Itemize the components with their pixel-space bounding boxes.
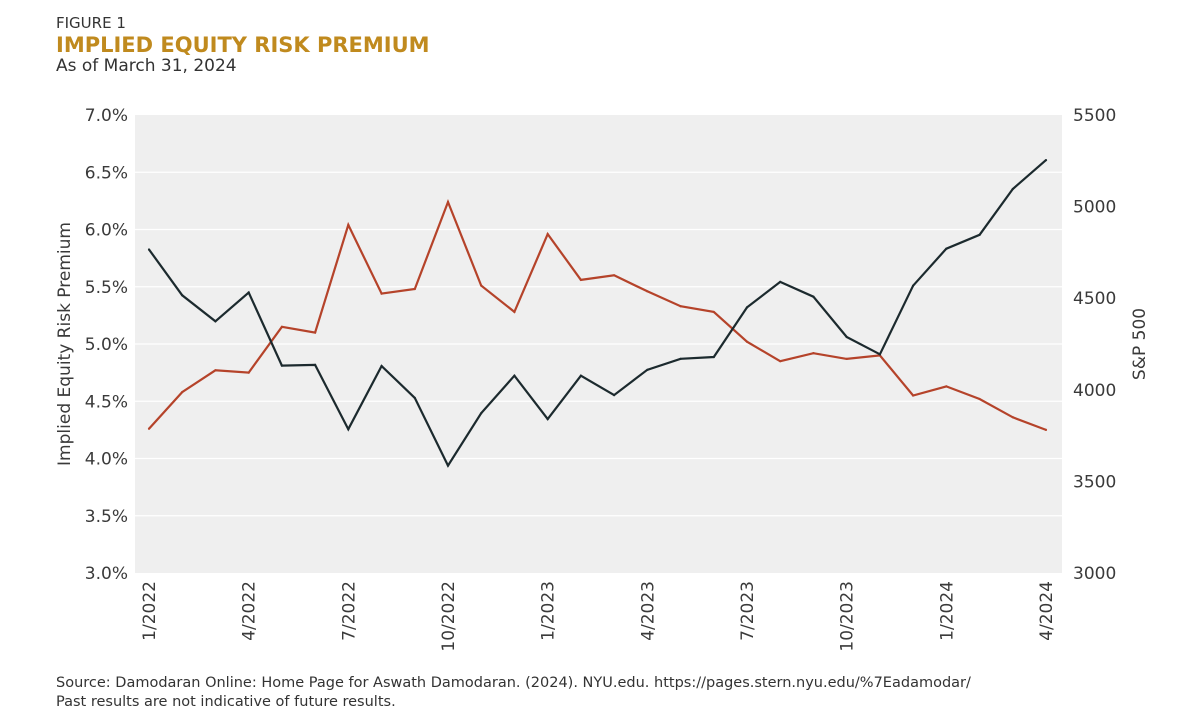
data-point-erp [845, 357, 848, 360]
data-point-sp500 [745, 306, 749, 309]
data-point-sp500 [679, 357, 682, 360]
data-point-sp500 [380, 364, 383, 368]
data-point-sp500 [347, 428, 350, 431]
y2-tick-label: 5000 [1073, 198, 1116, 218]
data-point-sp500 [779, 280, 782, 283]
data-point-erp [513, 310, 516, 314]
y-axis-title: Implied Equity Risk Premium [55, 222, 75, 466]
y-tick-label: 7.0% [85, 106, 128, 126]
y2-tick-label: 4000 [1073, 381, 1116, 401]
data-point-erp [1044, 428, 1048, 431]
data-point-sp500 [446, 464, 450, 467]
y-tick-label: 5.5% [85, 278, 128, 298]
data-point-erp [214, 369, 217, 372]
x-tick-label: 4/2024 [1037, 581, 1057, 641]
data-point-erp [480, 284, 483, 287]
data-point-sp500 [546, 418, 549, 421]
data-point-sp500 [513, 374, 516, 377]
y2-tick-label: 5500 [1073, 106, 1116, 126]
data-point-erp [745, 340, 749, 343]
disclaimer: Past results are not indicative of futur… [56, 694, 396, 710]
data-point-erp [347, 223, 350, 227]
data-point-erp [413, 287, 416, 291]
chart-subtitle: As of March 31, 2024 [56, 56, 237, 76]
data-point-erp [181, 390, 184, 394]
data-point-sp500 [579, 374, 582, 377]
data-point-sp500 [147, 248, 151, 251]
x-tick-label: 10/2022 [439, 581, 459, 652]
data-point-sp500 [480, 412, 483, 415]
data-point-erp [712, 310, 715, 314]
x-tick-label: 4/2023 [638, 581, 658, 641]
data-point-sp500 [945, 247, 948, 250]
x-tick-label: 1/2023 [539, 581, 559, 641]
series-line-erp [148, 198, 1047, 431]
y-tick-label: 5.0% [85, 335, 128, 355]
data-point-erp [280, 325, 283, 328]
x-tick-label: 4/2022 [240, 581, 260, 641]
data-point-erp [579, 278, 582, 281]
x-tick-label: 1/2024 [937, 581, 957, 641]
data-point-erp [945, 385, 948, 388]
series-line-sp500 [148, 159, 1047, 468]
y2-tick-label: 3500 [1073, 472, 1116, 492]
y-tick-label: 3.0% [85, 564, 128, 584]
data-point-erp [613, 274, 616, 277]
data-point-erp [779, 360, 782, 363]
data-point-sp500 [812, 295, 815, 298]
data-point-erp [546, 232, 549, 236]
data-point-sp500 [845, 335, 848, 339]
data-point-erp [314, 331, 317, 334]
data-point-sp500 [1044, 158, 1048, 162]
x-tick-label: 1/2022 [140, 581, 160, 641]
x-tick-label: 7/2023 [738, 581, 758, 641]
data-point-erp [1011, 416, 1014, 419]
data-point-sp500 [978, 233, 981, 236]
data-point-erp [446, 200, 450, 204]
x-tick-label: 10/2023 [838, 581, 858, 652]
data-point-sp500 [214, 320, 217, 323]
data-point-sp500 [712, 355, 715, 359]
chart-title: IMPLIED EQUITY RISK PREMIUM [56, 33, 430, 57]
figure-label: FIGURE 1 [56, 14, 126, 32]
y-tick-label: 4.5% [85, 392, 128, 412]
data-point-erp [646, 290, 649, 293]
data-point-sp500 [413, 396, 416, 399]
data-point-erp [812, 352, 815, 355]
data-point-sp500 [878, 353, 881, 356]
data-point-sp500 [912, 284, 915, 287]
data-point-sp500 [613, 394, 616, 397]
y2-tick-label: 3000 [1073, 564, 1116, 584]
data-point-sp500 [646, 368, 649, 371]
data-point-erp [247, 371, 250, 374]
data-point-sp500 [280, 364, 283, 367]
data-point-sp500 [314, 363, 317, 366]
y-tick-label: 6.5% [85, 163, 128, 183]
y-tick-label: 3.5% [85, 507, 128, 527]
data-point-erp [912, 394, 915, 397]
data-point-erp [147, 427, 151, 430]
y-tick-label: 6.0% [85, 221, 128, 241]
y2-axis-title: S&P 500 [1130, 308, 1150, 380]
y2-tick-label: 4500 [1073, 289, 1116, 309]
y-tick-label: 4.0% [85, 450, 128, 470]
data-point-erp [679, 305, 682, 308]
source-note: Source: Damodaran Online: Home Page for … [56, 674, 971, 712]
x-tick-label: 7/2022 [339, 581, 359, 641]
data-point-sp500 [181, 294, 184, 297]
data-point-erp [978, 397, 981, 401]
data-point-erp [380, 292, 383, 295]
source-citation: Source: Damodaran Online: Home Page for … [56, 675, 971, 691]
data-point-sp500 [1011, 187, 1014, 191]
data-point-sp500 [247, 291, 250, 294]
